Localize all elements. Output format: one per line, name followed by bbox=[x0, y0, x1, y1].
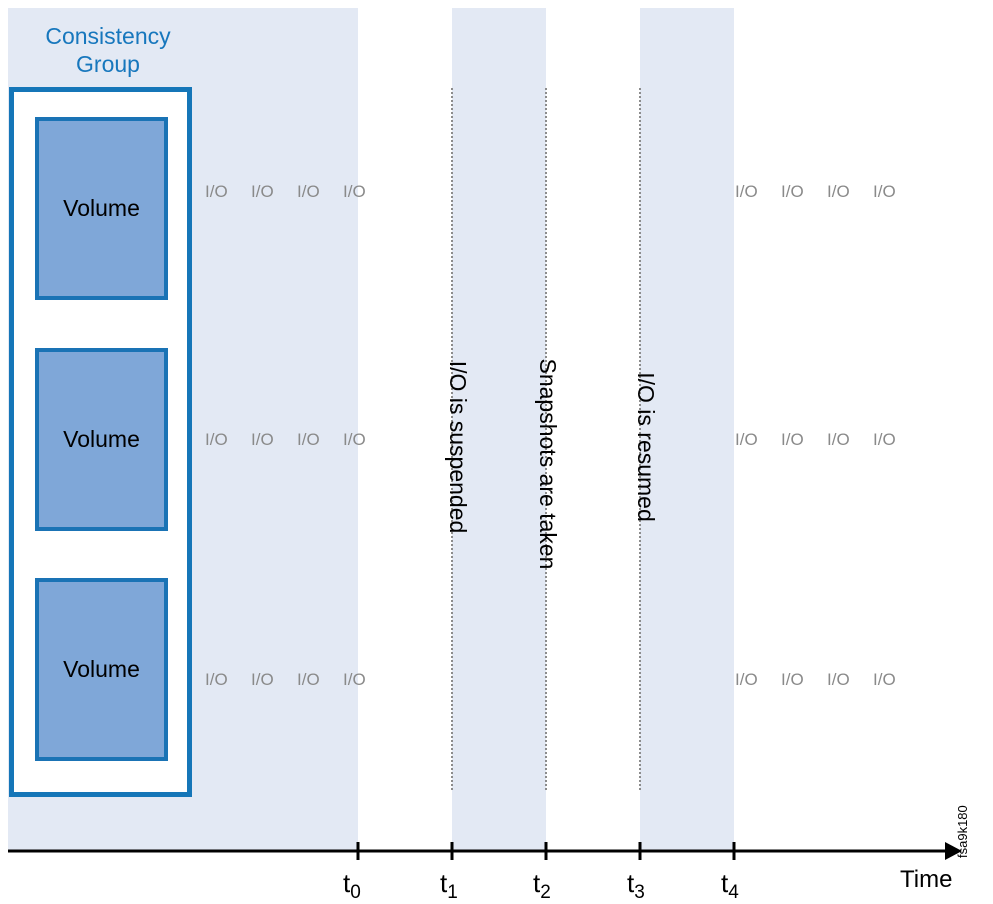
io-label: I/O bbox=[781, 182, 804, 201]
io-label: I/O bbox=[205, 670, 228, 689]
label-io-suspended: I/O is suspended bbox=[445, 360, 471, 534]
io-label: I/O bbox=[781, 430, 804, 449]
tick-label-t2: t2 bbox=[533, 868, 551, 903]
io-label: I/O bbox=[251, 430, 274, 449]
time-axis-label: Time bbox=[900, 866, 953, 893]
io-label: I/O bbox=[343, 670, 366, 689]
band-t1-t2 bbox=[452, 8, 546, 850]
consistency-group-title: Consistency Group bbox=[8, 22, 208, 78]
io-label: I/O bbox=[735, 670, 758, 689]
io-label: I/O bbox=[873, 182, 896, 201]
figure-id: fsa9k180 bbox=[955, 805, 970, 858]
io-label: I/O bbox=[297, 430, 320, 449]
group-title-line2: Group bbox=[76, 51, 140, 77]
label-snapshots-taken: Snapshots are taken bbox=[535, 358, 561, 570]
io-label: I/O bbox=[343, 430, 366, 449]
volume-3: Volume bbox=[35, 578, 168, 761]
io-label: I/O bbox=[873, 670, 896, 689]
label-io-resumed: I/O is resumed bbox=[633, 372, 659, 522]
tick-label-t0: t0 bbox=[343, 868, 361, 903]
io-label: I/O bbox=[827, 670, 850, 689]
io-label: I/O bbox=[735, 430, 758, 449]
band-t3-t4 bbox=[640, 8, 734, 850]
io-label: I/O bbox=[735, 182, 758, 201]
group-title-line1: Consistency bbox=[45, 23, 171, 49]
io-label: I/O bbox=[205, 430, 228, 449]
tick-label-t1: t1 bbox=[440, 868, 458, 903]
io-label: I/O bbox=[297, 670, 320, 689]
io-label: I/O bbox=[827, 182, 850, 201]
time-axis-arrowhead bbox=[945, 842, 962, 860]
io-label: I/O bbox=[205, 182, 228, 201]
tick-label-t3: t3 bbox=[627, 868, 645, 903]
io-label: I/O bbox=[781, 670, 804, 689]
io-label: I/O bbox=[873, 430, 896, 449]
io-label: I/O bbox=[297, 182, 320, 201]
io-label: I/O bbox=[251, 182, 274, 201]
tick-label-t4: t4 bbox=[721, 868, 739, 903]
io-label: I/O bbox=[251, 670, 274, 689]
io-label: I/O bbox=[827, 430, 850, 449]
volume-1: Volume bbox=[35, 117, 168, 300]
io-label: I/O bbox=[343, 182, 366, 201]
volume-2: Volume bbox=[35, 348, 168, 531]
